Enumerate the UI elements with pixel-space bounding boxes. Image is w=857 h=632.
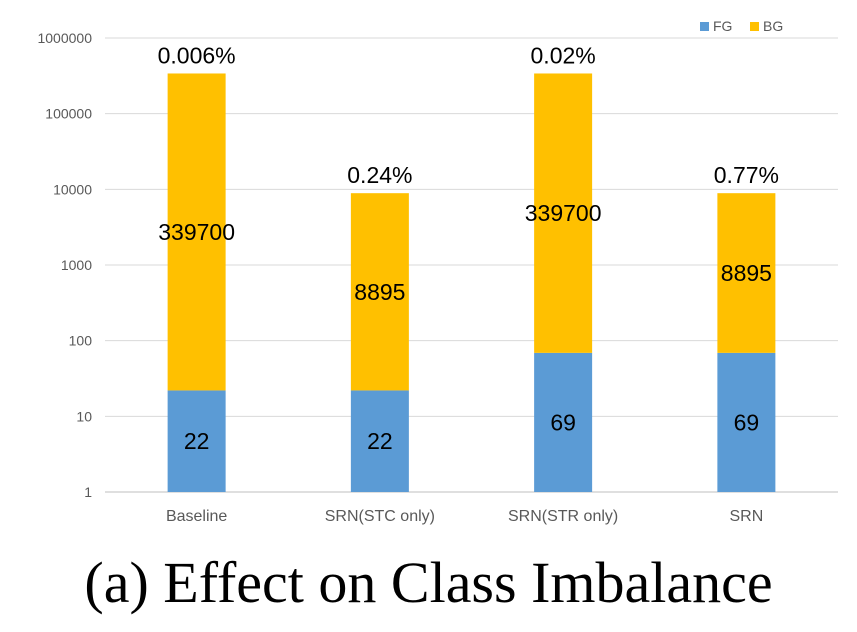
y-tick-label: 100 [69,333,93,349]
percentage-label: 0.006% [158,42,236,68]
percentage-label: 0.77% [714,162,779,188]
bar-bg [167,73,226,391]
y-tick-label: 1000000 [37,30,92,46]
y-tick-label: 1000 [61,257,92,273]
legend-swatch-fg [700,22,709,31]
legend-label-fg: FG [713,18,732,34]
data-label: 8895 [354,279,405,305]
y-tick-label: 1 [84,484,92,500]
gridlines [105,37,838,493]
percentage-label: 0.24% [347,162,412,188]
y-axis: 1 10 100 1000 10000 100000 1000000 [37,30,92,500]
x-tick-label: SRN [729,508,763,525]
x-axis: Baseline SRN(STC only) SRN(STR only) SRN [166,508,763,525]
x-tick-label: SRN(STC only) [325,508,435,525]
bar-bg [717,193,776,353]
legend: FG BG [700,18,783,34]
class-imbalance-chart: 1 10 100 1000 10000 100000 1000000 22 339700 0.0… [37,18,838,525]
bars: 22 339700 0.006% 22 8895 0.24% 69 339700 0.02% 69… [158,42,779,492]
bar-fg [167,390,226,492]
data-label: 22 [184,428,210,454]
percentage-label: 0.02% [531,42,596,68]
data-label: 22 [367,428,393,454]
x-tick-label: Baseline [166,508,227,525]
y-tick-label: 10000 [53,181,92,197]
legend-swatch-bg [750,22,759,31]
data-label: 69 [734,409,760,435]
data-label: 8895 [721,260,772,286]
x-tick-label: SRN(STR only) [508,508,618,525]
data-label: 339700 [525,200,602,226]
y-tick-label: 10 [76,408,92,424]
bar-fg [350,390,409,492]
bar-fg [534,352,593,492]
bar-bg [350,193,409,391]
figure-caption: (a) Effect on Class Imbalance [84,550,773,615]
data-label: 69 [550,409,576,435]
bar-fg [717,352,776,492]
y-tick-label: 100000 [45,106,92,122]
bar-bg [534,73,593,353]
data-label: 339700 [158,219,235,245]
legend-label-bg: BG [763,18,783,34]
